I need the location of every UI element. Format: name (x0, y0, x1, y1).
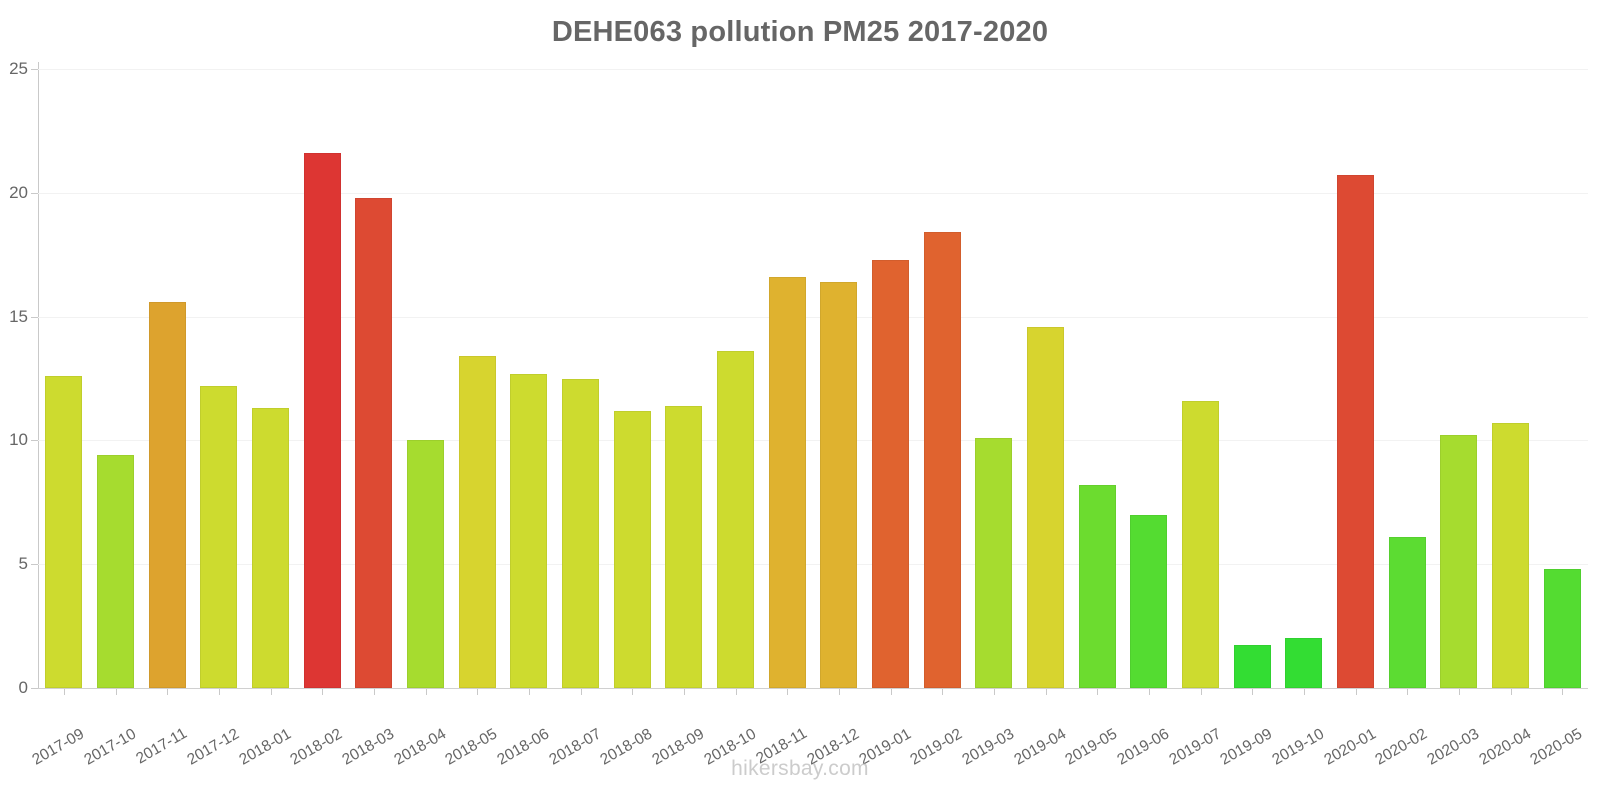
bar[interactable] (406, 440, 445, 688)
y-tick-mark (31, 192, 38, 194)
y-tick-mark (31, 69, 38, 70)
bar[interactable] (665, 405, 703, 688)
x-tick-mark (1148, 689, 1150, 695)
y-tick-label: 25 (9, 59, 28, 78)
bar[interactable] (561, 378, 600, 688)
bar[interactable] (200, 385, 238, 688)
bar[interactable] (1130, 514, 1168, 688)
y-axis-line (38, 62, 39, 689)
x-tick-mark (270, 689, 272, 695)
gridline (38, 316, 1588, 318)
y-tick-mark (31, 316, 38, 318)
bar[interactable] (1233, 644, 1271, 688)
y-tick-label: 5 (18, 554, 28, 574)
x-tick-mark (787, 689, 789, 695)
chart-title: DEHE063 pollution PM25 2017-2020 (551, 16, 1049, 48)
x-tick-mark (477, 689, 479, 695)
x-tick-mark (63, 689, 65, 695)
bar[interactable] (1285, 638, 1323, 688)
x-tick-mark (838, 689, 840, 695)
x-tick-mark (115, 689, 117, 695)
bar[interactable] (510, 373, 548, 688)
bar[interactable] (96, 455, 135, 688)
bar[interactable] (820, 281, 858, 688)
watermark: hikersbay.com (731, 757, 869, 780)
x-tick-mark (218, 689, 220, 695)
bar[interactable] (355, 197, 393, 688)
bar[interactable] (1440, 435, 1478, 688)
x-tick-mark (1407, 689, 1409, 695)
bar[interactable] (1336, 175, 1375, 688)
bar[interactable] (871, 259, 910, 688)
x-tick-mark (1303, 689, 1305, 695)
x-tick-mark (167, 689, 169, 695)
bar[interactable] (716, 351, 755, 688)
plot-area (38, 69, 1588, 689)
x-tick-mark (890, 689, 892, 695)
bar[interactable] (1078, 484, 1116, 688)
y-tick-label: 10 (9, 430, 28, 450)
bar[interactable] (923, 232, 961, 688)
gridline (38, 192, 1588, 194)
gridline (38, 440, 1588, 442)
x-tick-mark (1510, 689, 1512, 695)
x-axis-line (38, 688, 1588, 689)
x-tick-mark (528, 689, 530, 695)
x-tick-mark (373, 689, 375, 695)
gridline (38, 564, 1588, 566)
x-tick-mark (1562, 689, 1564, 695)
bar[interactable] (1026, 326, 1065, 688)
bar[interactable] (975, 437, 1013, 688)
x-tick-mark (993, 689, 995, 695)
bar[interactable] (148, 301, 186, 688)
gridline (38, 69, 1588, 70)
bar[interactable] (768, 276, 806, 688)
y-tick-label: 0 (18, 678, 28, 697)
x-tick-mark (425, 689, 427, 695)
bar[interactable] (1181, 400, 1220, 688)
y-tick-label: 15 (9, 306, 28, 326)
x-tick-mark (1200, 689, 1202, 695)
bar[interactable] (1388, 536, 1426, 688)
bar[interactable] (1543, 569, 1581, 688)
bar[interactable] (613, 410, 651, 688)
y-tick-label: 20 (9, 182, 28, 202)
x-tick-mark (735, 689, 737, 695)
x-tick-mark (632, 689, 634, 695)
x-tick-mark (1045, 689, 1047, 695)
x-tick-mark (1458, 689, 1460, 695)
bar[interactable] (45, 376, 83, 688)
x-tick-mark (580, 689, 582, 695)
bar[interactable] (303, 153, 341, 688)
bar[interactable] (458, 356, 496, 688)
x-tick-mark (942, 689, 944, 695)
x-tick-mark (1097, 689, 1099, 695)
x-tick-mark (1252, 689, 1254, 695)
y-tick-mark (31, 688, 38, 689)
y-tick-mark (31, 564, 38, 566)
x-tick-mark (1355, 689, 1357, 695)
y-tick-mark (31, 440, 38, 442)
x-tick-mark (683, 689, 685, 695)
bar[interactable] (1491, 423, 1530, 688)
x-tick-mark (322, 689, 324, 695)
bar[interactable] (251, 408, 290, 688)
